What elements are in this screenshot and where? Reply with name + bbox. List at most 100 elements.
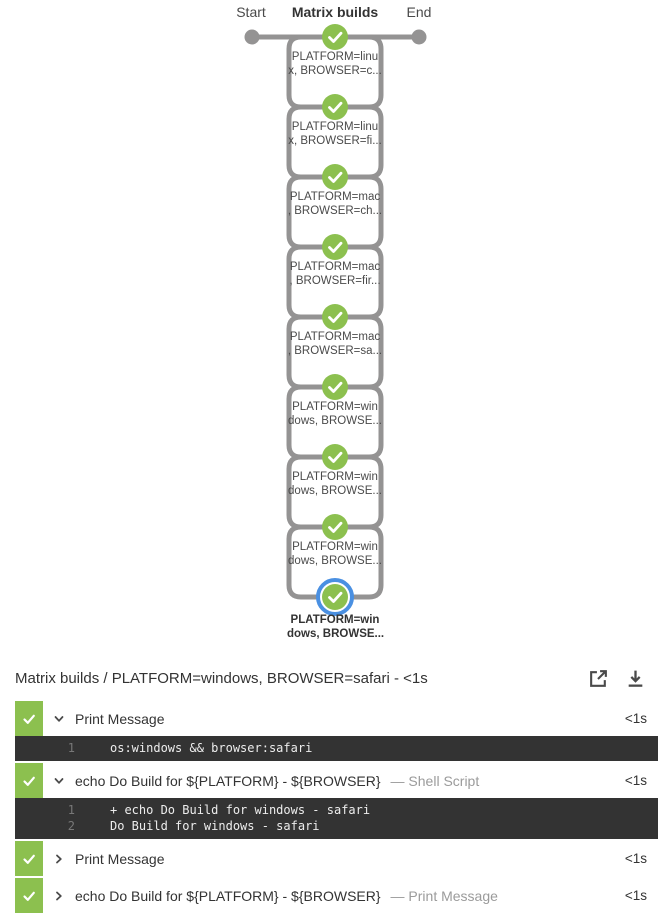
- matrix-node[interactable]: [322, 24, 348, 50]
- download-icon: [628, 670, 643, 687]
- matrix-node-label: PLATFORM=mac, BROWSER=fir...: [287, 261, 383, 288]
- end-node-dot: [411, 29, 427, 45]
- matrix-node-label-line2: , BROWSER=fir...: [289, 274, 381, 287]
- matrix-node-label: PLATFORM=linu x, BROWSER=c...: [287, 51, 383, 78]
- step-row[interactable]: Print Message <1s: [15, 701, 658, 736]
- matrix-node-label: PLATFORM=mac, BROWSER=sa...: [287, 331, 383, 358]
- branch-connector-line: [286, 524, 335, 600]
- step-block: echo Do Build for ${PLATFORM} - ${BROWSE…: [0, 763, 658, 839]
- check-icon: [328, 171, 343, 183]
- pipeline-graph-canvas: [244, 24, 427, 616]
- matrix-node-label-line2: dows, BROWSE...: [288, 554, 382, 567]
- matrix-node[interactable]: [322, 374, 348, 400]
- check-icon: [328, 451, 343, 463]
- success-node-circle: [322, 234, 348, 260]
- log-line-text: Do Build for windows - safari: [110, 819, 320, 833]
- stage-label-matrix-builds[interactable]: Matrix builds: [291, 4, 379, 20]
- stage-label-end: End: [406, 4, 432, 20]
- start-node-dot: [244, 29, 260, 45]
- step-row[interactable]: Print Message <1s: [15, 841, 658, 876]
- log-line-number[interactable]: 2: [67, 819, 75, 833]
- step-status-success: [15, 878, 43, 913]
- matrix-node-label: PLATFORM=win dows, BROWSE...: [287, 471, 383, 498]
- step-duration: <1s: [624, 888, 647, 903]
- stage-detail-panel: Matrix builds / PLATFORM=windows, BROWSE…: [0, 655, 658, 913]
- step-title: echo Do Build for ${PLATFORM} - ${BROWSE…: [75, 772, 381, 789]
- step-duration: <1s: [624, 711, 647, 726]
- matrix-node-label-line2: , BROWSER=ch...: [287, 204, 383, 217]
- step-row[interactable]: echo Do Build for ${PLATFORM} - ${BROWSE…: [15, 878, 658, 913]
- matrix-node[interactable]: [322, 444, 348, 470]
- check-icon: [328, 381, 343, 393]
- check-icon: [23, 776, 35, 786]
- matrix-node-label-line1: PLATFORM=mac: [289, 261, 381, 273]
- log-line: 1 + echo Do Build for windows - safari: [15, 802, 658, 818]
- check-icon: [23, 714, 35, 724]
- matrix-node-label-line1: PLATFORM=linu: [291, 51, 379, 63]
- success-node-circle: [322, 304, 348, 330]
- step-block: Print Message <1s: [0, 841, 658, 876]
- chevron-right-icon[interactable]: [43, 853, 75, 865]
- check-icon: [328, 521, 343, 533]
- check-icon: [23, 854, 35, 864]
- step-duration: <1s: [624, 851, 647, 866]
- log-line-number[interactable]: 1: [67, 803, 75, 817]
- step-subtitle: — Print Message: [390, 887, 498, 904]
- result-header: Matrix builds / PLATFORM=windows, BROWSE…: [0, 655, 658, 701]
- external-link-icon: [590, 669, 607, 687]
- check-icon: [328, 591, 343, 603]
- log-line-text: + echo Do Build for windows - safari: [110, 803, 371, 817]
- matrix-node[interactable]: [322, 234, 348, 260]
- log-line-text: os:windows && browser:safari: [110, 741, 313, 755]
- check-icon: [23, 891, 35, 901]
- step-subtitle: — Shell Script: [390, 772, 480, 789]
- success-node-circle: [322, 94, 348, 120]
- log-line: 2 Do Build for windows - safari: [15, 818, 658, 834]
- matrix-node-label-line1: PLATFORM=mac: [289, 191, 381, 203]
- step-row[interactable]: echo Do Build for ${PLATFORM} - ${BROWSE…: [15, 763, 658, 798]
- matrix-node-label: PLATFORM=mac, BROWSER=ch...: [287, 191, 383, 218]
- matrix-node[interactable]: [322, 304, 348, 330]
- matrix-node-label-line1: PLATFORM=win: [292, 471, 378, 483]
- success-node-circle: [322, 24, 348, 50]
- matrix-node[interactable]: [322, 514, 348, 540]
- matrix-node-label-line1: PLATFORM=win: [292, 541, 378, 553]
- download-logs-button[interactable]: [623, 666, 648, 691]
- matrix-node[interactable]: [322, 94, 348, 120]
- step-block: Print Message <1s 1 os:windows && browser:s…: [0, 701, 658, 761]
- branch-connector-line: [335, 524, 384, 600]
- matrix-node-label-line2: , BROWSER=sa...: [287, 344, 383, 357]
- success-node-circle: [322, 584, 348, 610]
- step-title: echo Do Build for ${PLATFORM} - ${BROWSE…: [75, 887, 381, 904]
- log-block: 1 + echo Do Build for windows - safari 2 Do…: [15, 798, 658, 839]
- matrix-node-selected[interactable]: [316, 578, 354, 616]
- matrix-node-label-line1: PLATFORM=mac: [289, 331, 381, 343]
- step-block: echo Do Build for ${PLATFORM} - ${BROWSE…: [0, 878, 658, 913]
- matrix-node-label: PLATFORM=win dows, BROWSE...: [287, 401, 383, 428]
- check-icon: [328, 31, 343, 43]
- chevron-right-icon[interactable]: [43, 890, 75, 902]
- matrix-node-label-line2: x, BROWSER=fi...: [288, 134, 382, 147]
- open-log-in-new-window-button[interactable]: [586, 666, 611, 691]
- success-node-circle: [322, 164, 348, 190]
- pipeline-graph: Start Matrix builds End PLATFORM=linu x, …: [236, 4, 432, 640]
- check-icon: [328, 311, 343, 323]
- step-duration: <1s: [624, 773, 647, 788]
- log-line: 1 os:windows && browser:safari: [15, 740, 658, 756]
- success-node-circle: [322, 514, 348, 540]
- matrix-node-label-line2: dows, BROWSE...: [288, 414, 382, 427]
- chevron-down-icon[interactable]: [43, 775, 75, 787]
- log-line-number[interactable]: 1: [67, 741, 75, 755]
- matrix-node-label-line2: dows, BROWSE...: [287, 627, 385, 640]
- step-title: Print Message: [75, 710, 165, 727]
- success-node-circle: [322, 374, 348, 400]
- matrix-node-label-line1: PLATFORM=win: [292, 401, 378, 413]
- matrix-node[interactable]: [322, 164, 348, 190]
- matrix-node-label: PLATFORM=win dows, BROWSE...: [287, 541, 383, 568]
- success-node-circle: [322, 444, 348, 470]
- matrix-node-label-line1: PLATFORM=linu: [291, 121, 379, 133]
- chevron-down-icon[interactable]: [43, 713, 75, 725]
- stage-label-start: Start: [236, 4, 266, 20]
- step-status-success: [15, 763, 43, 798]
- matrix-node-label-line2: dows, BROWSE...: [288, 484, 382, 497]
